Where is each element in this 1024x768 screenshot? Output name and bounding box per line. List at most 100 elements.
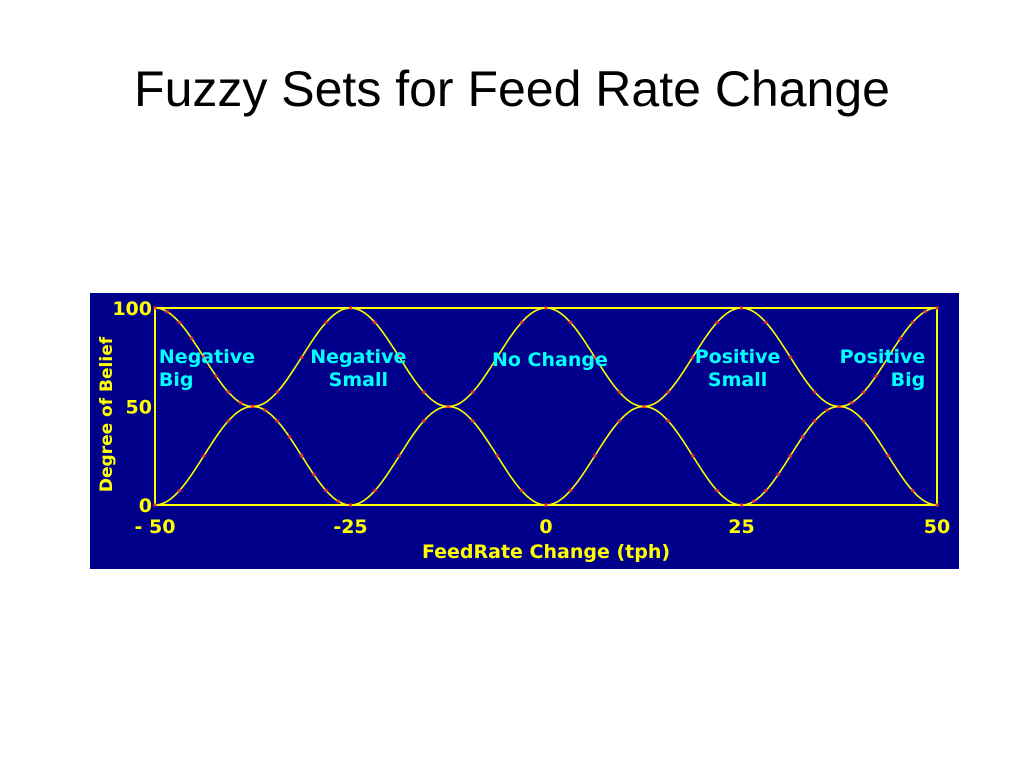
x-tick-label: - 50 — [135, 516, 176, 538]
curve-marker — [862, 390, 866, 394]
curve-marker — [471, 419, 475, 423]
curve-marker — [520, 489, 524, 493]
curve-marker — [715, 320, 719, 324]
curve-marker — [813, 419, 817, 423]
curve-marker — [740, 306, 743, 310]
curve-marker — [740, 503, 743, 507]
fuzzy-sets-chart: Negative Big Negative Small No Change Positiv… — [90, 293, 959, 569]
curve-marker — [214, 374, 218, 378]
curve-marker — [849, 401, 853, 405]
y-axis-label: Degree of Belief — [97, 336, 117, 492]
curve-marker — [300, 355, 304, 359]
curve-marker — [275, 419, 279, 423]
curve-marker — [324, 489, 328, 493]
curve-marker — [202, 454, 206, 458]
curve-marker — [471, 390, 475, 394]
curve-marker — [911, 320, 915, 324]
curve-marker — [446, 405, 450, 408]
curve-marker — [886, 454, 890, 458]
y-tick-label: 100 — [112, 298, 152, 320]
curve-marker — [764, 489, 768, 493]
curve-marker — [691, 355, 695, 359]
chart-background — [90, 293, 959, 569]
curve-marker — [715, 489, 719, 493]
curve-marker — [177, 489, 181, 493]
curve-marker — [617, 390, 621, 394]
curve-marker — [911, 489, 915, 493]
curve-marker — [666, 419, 670, 423]
series-label-3-line-1: No Change — [492, 349, 608, 371]
curve-marker — [776, 473, 780, 477]
curve-marker — [153, 503, 157, 507]
curve-marker — [764, 320, 768, 324]
curve-marker — [568, 320, 572, 324]
x-axis-label: FeedRate Change (tph) — [422, 541, 670, 563]
curve-marker — [349, 306, 352, 310]
series-label-1-line-2: Big — [159, 369, 194, 391]
curve-marker — [837, 405, 841, 408]
curve-marker — [617, 419, 621, 423]
curve-marker — [324, 320, 328, 324]
curve-marker — [202, 355, 206, 359]
x-tick-label: 50 — [924, 516, 950, 538]
curve-marker — [813, 390, 817, 394]
curve-marker — [239, 401, 243, 405]
curve-marker — [336, 499, 340, 503]
curve-marker — [263, 408, 267, 412]
curve-marker — [287, 435, 291, 439]
series-label-4-line-2: Small — [708, 369, 767, 391]
curve-marker — [935, 306, 939, 310]
series-label-2-line-2: Small — [329, 369, 388, 391]
curve-marker — [495, 454, 499, 458]
curve-marker — [886, 355, 890, 359]
x-tick-label: -25 — [333, 516, 367, 538]
slide-title: Fuzzy Sets for Feed Rate Change — [134, 61, 890, 117]
curve-marker — [312, 473, 316, 477]
curve-marker — [397, 454, 401, 458]
curve-marker — [422, 419, 426, 423]
curve-marker — [544, 306, 548, 310]
curve-marker — [825, 408, 829, 412]
curve-marker — [862, 419, 866, 423]
curve-marker — [177, 320, 181, 324]
curve-marker — [593, 355, 597, 359]
curve-marker — [190, 336, 194, 340]
curve-marker — [752, 499, 756, 503]
curve-marker — [666, 390, 670, 394]
curve-marker — [874, 374, 878, 378]
curve-marker — [251, 405, 255, 408]
series-label-4-line-1: Positive — [695, 346, 781, 368]
curve-marker — [568, 489, 572, 493]
curve-marker — [349, 503, 352, 507]
curve-marker — [801, 435, 805, 439]
curve-marker — [165, 310, 169, 314]
curve-marker — [373, 320, 377, 324]
y-tick-label: 0 — [139, 495, 152, 517]
curve-marker — [898, 336, 902, 340]
curve-marker — [397, 355, 401, 359]
curve-marker — [422, 390, 426, 394]
series-label-5-line-2: Big — [891, 369, 926, 391]
curve-marker — [544, 503, 548, 507]
curve-marker — [226, 390, 230, 394]
curve-marker — [153, 306, 157, 310]
x-tick-label: 0 — [539, 516, 552, 538]
curve-marker — [373, 489, 377, 493]
series-label-2-line-1: Negative — [310, 346, 406, 368]
curve-marker — [593, 454, 597, 458]
curve-marker — [935, 503, 939, 507]
curve-marker — [788, 355, 792, 359]
curve-marker — [642, 405, 646, 408]
curve-marker — [495, 355, 499, 359]
curve-marker — [691, 454, 695, 458]
curve-marker — [520, 320, 524, 324]
series-label-1-line-1: Negative — [159, 346, 255, 368]
curve-marker — [226, 419, 230, 423]
curve-marker — [788, 454, 792, 458]
curve-marker — [275, 390, 279, 394]
x-tick-label: 25 — [728, 516, 754, 538]
curve-marker — [300, 454, 304, 458]
curve-marker — [923, 310, 927, 314]
y-tick-label: 50 — [126, 397, 152, 419]
